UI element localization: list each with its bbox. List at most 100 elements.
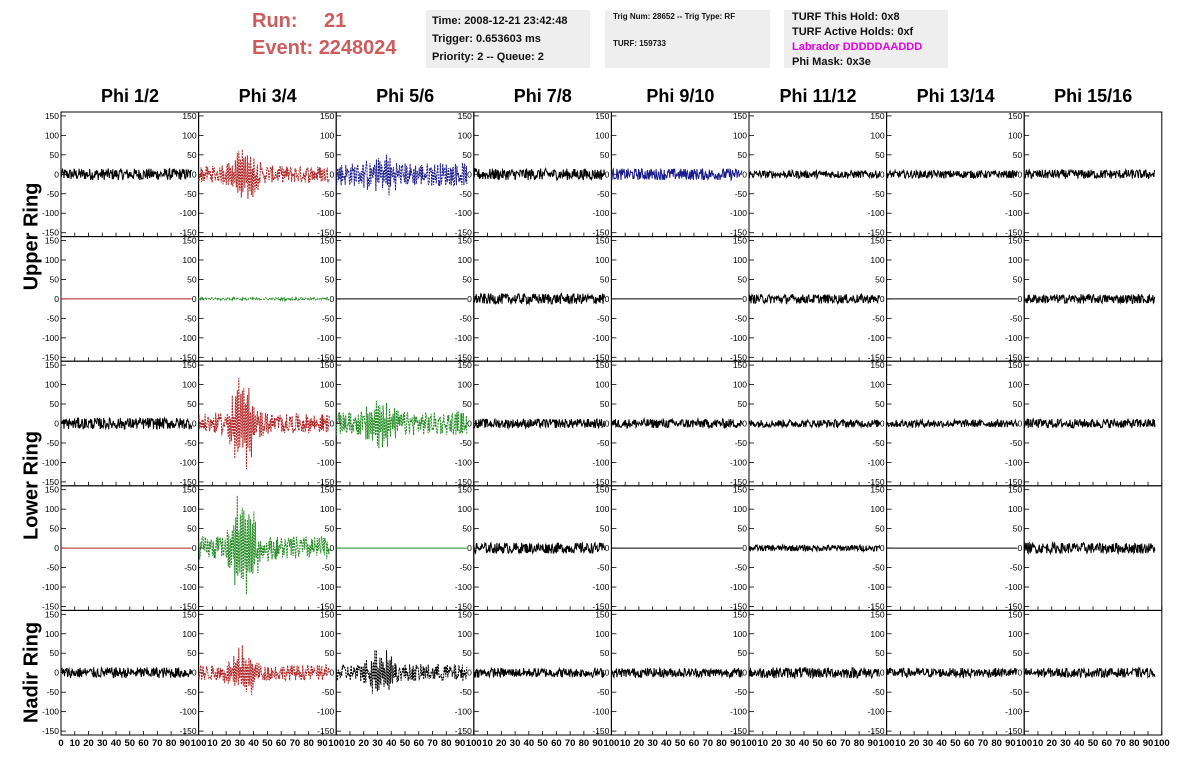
waveform-trace (610, 167, 743, 182)
y-tick-label: -150 (730, 352, 747, 362)
y-tick-label: -150 (868, 352, 885, 362)
time-info-panel: Time: 2008-12-21 23:42:48 Trigger: 0.653… (426, 10, 590, 68)
y-tick-label: -150 (1005, 352, 1022, 362)
y-tick-label: -150 (180, 228, 197, 238)
x-tick-label: 10 (345, 738, 356, 749)
x-tick-label: 40 (936, 738, 947, 749)
y-tick-label: -50 (460, 563, 473, 573)
y-tick-label: -150 (42, 477, 59, 487)
y-tick-label: -50 (184, 563, 197, 573)
waveform-trace (1023, 541, 1156, 556)
x-tick-label: 50 (675, 738, 686, 749)
y-tick-label: 150 (733, 235, 747, 245)
y-tick-label: 50 (1013, 274, 1023, 284)
y-tick-label: -100 (868, 582, 885, 592)
y-tick-label: 50 (738, 399, 748, 409)
y-tick-label: 150 (320, 360, 334, 370)
y-tick-label: 100 (320, 380, 334, 390)
trigger-text: Trigger: 0.653603 ms (432, 33, 541, 45)
y-tick-label: 150 (45, 235, 59, 245)
y-tick-label: 0 (742, 668, 747, 678)
run-label: Run: (252, 10, 298, 32)
y-tick-label: 150 (182, 609, 196, 619)
x-tick-label: 0 (58, 738, 63, 749)
x-tick-label: 80 (854, 738, 865, 749)
x-tick-label: 40 (524, 738, 535, 749)
y-tick-label: 100 (45, 380, 59, 390)
y-tick-label: 0 (329, 419, 334, 429)
x-tick-label: 70 (427, 738, 438, 749)
y-tick-label: -50 (872, 313, 885, 323)
x-tick-label: 90 (317, 738, 328, 749)
y-tick-label: 50 (875, 648, 885, 658)
y-tick-label: -100 (42, 582, 59, 592)
y-tick-label: 100 (458, 629, 472, 639)
x-tick-label: 80 (166, 738, 177, 749)
y-tick-label: 50 (325, 150, 335, 160)
y-tick-label: 100 (733, 255, 747, 265)
y-tick-label: -50 (47, 687, 60, 697)
turf-num-text: TURF: 159733 (613, 39, 666, 48)
y-tick-label: 100 (733, 629, 747, 639)
y-tick-label: 50 (600, 274, 610, 284)
y-tick-label: 0 (467, 169, 472, 179)
x-tick-label: 80 (991, 738, 1002, 749)
x-tick-label: 10 (69, 738, 80, 749)
waveform-trace (1023, 293, 1156, 305)
y-tick-label: -50 (322, 687, 335, 697)
y-tick-label: -150 (592, 477, 609, 487)
y-tick-label: 100 (595, 504, 609, 514)
y-tick-label: 0 (192, 294, 197, 304)
y-tick-label: -150 (592, 602, 609, 612)
y-tick-label: -100 (317, 707, 334, 717)
y-tick-label: 150 (182, 111, 196, 121)
y-tick-label: -50 (735, 438, 748, 448)
y-tick-label: -150 (455, 726, 472, 736)
y-tick-label: 150 (45, 360, 59, 370)
waveform-trace (1023, 666, 1156, 679)
x-tick-label: 70 (290, 738, 301, 749)
y-tick-label: -50 (322, 438, 335, 448)
y-tick-label: 0 (54, 419, 59, 429)
y-tick-label: -100 (42, 333, 59, 343)
y-tick-label: -150 (180, 352, 197, 362)
y-tick-label: 50 (187, 648, 197, 658)
y-tick-label: 50 (600, 399, 610, 409)
y-tick-label: 50 (875, 274, 885, 284)
run-value: 21 (324, 10, 347, 32)
y-tick-label: -150 (42, 352, 59, 362)
x-tick-label: 30 (97, 738, 108, 749)
y-tick-label: 150 (870, 485, 884, 495)
y-tick-label: -100 (592, 208, 609, 218)
y-tick-label: 50 (50, 274, 60, 284)
x-tick-label: 20 (771, 738, 782, 749)
y-tick-label: -50 (47, 563, 60, 573)
time-text: Time: 2008-12-21 23:42:48 (432, 15, 568, 27)
y-tick-label: 0 (742, 294, 747, 304)
y-tick-label: -50 (597, 438, 610, 448)
y-tick-label: 100 (320, 130, 334, 140)
y-tick-label: -150 (868, 726, 885, 736)
y-tick-label: -100 (455, 208, 472, 218)
y-tick-label: 100 (1008, 380, 1022, 390)
x-tick-label: 80 (303, 738, 314, 749)
y-tick-label: 100 (1008, 629, 1022, 639)
priority-text: Priority: 2 -- Queue: 2 (432, 51, 544, 63)
y-tick-label: 150 (733, 111, 747, 121)
y-tick-label: -100 (180, 457, 197, 467)
x-tick-label: 60 (964, 738, 975, 749)
y-tick-label: 50 (738, 274, 748, 284)
waveform-trace (335, 400, 468, 449)
y-tick-label: -50 (184, 687, 197, 697)
y-tick-label: -50 (322, 563, 335, 573)
run-event-label: Run: 21 Event: 2248024 (252, 8, 397, 62)
column-header: Phi 11/12 (779, 86, 857, 106)
y-tick-label: 0 (605, 169, 610, 179)
y-tick-label: -50 (184, 189, 197, 199)
y-tick-label: 100 (45, 504, 59, 514)
x-tick-label: 10 (207, 738, 218, 749)
y-tick-label: -100 (868, 457, 885, 467)
y-tick-label: 50 (187, 399, 197, 409)
y-tick-label: 100 (733, 504, 747, 514)
y-tick-label: -50 (735, 313, 748, 323)
